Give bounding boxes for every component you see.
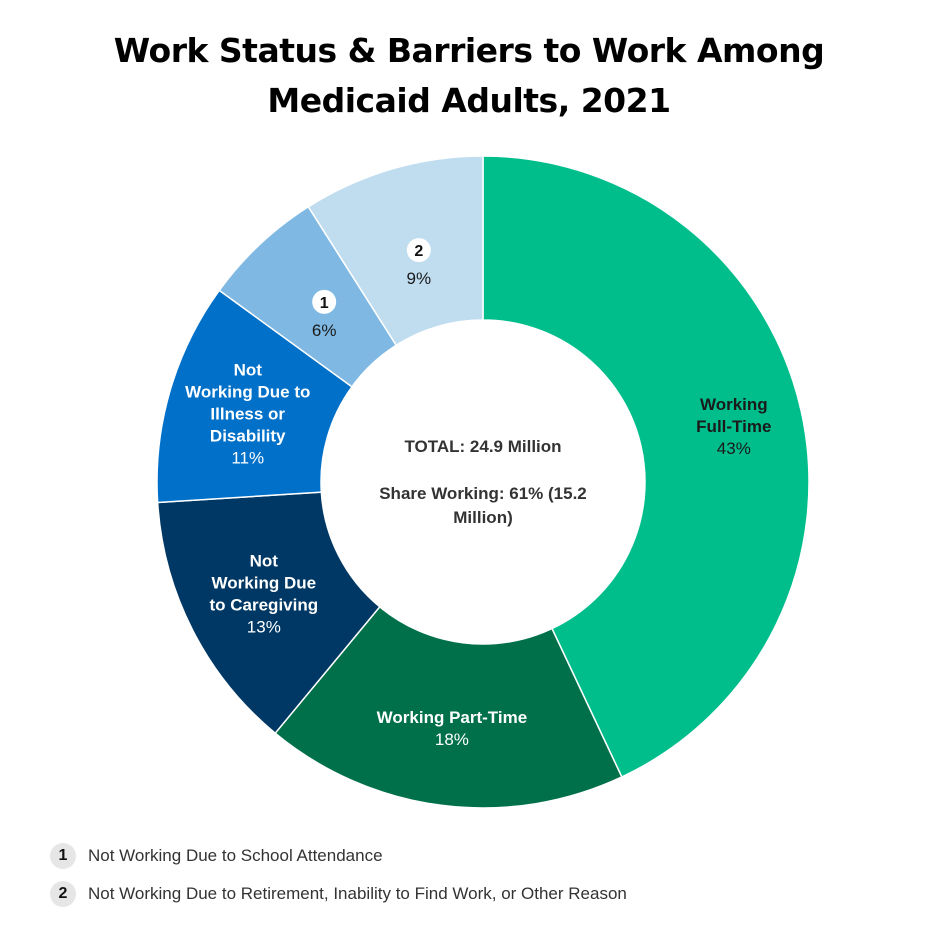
footnote-2: 2 Not Working Due to Retirement, Inabili… <box>50 880 910 908</box>
slice-badge-circle-other <box>406 238 431 263</box>
center-share-label-line-1: Share Working: 61% (15.2 <box>379 484 587 503</box>
chart-title: Work Status & Barriers to Work Among Med… <box>0 26 938 126</box>
slice-value-caregiving: 13% <box>247 618 281 637</box>
donut-slice-part-time <box>274 605 623 809</box>
donut-slices <box>156 155 810 809</box>
center-share-label-line-2: Million) <box>453 508 512 527</box>
slice-label-line-caregiving-2: to Caregiving <box>209 596 318 615</box>
slice-value-school: 6% <box>312 321 337 340</box>
slice-label-part-time: Working Part-Time 18% <box>377 708 528 749</box>
slice-value-illness: 11% <box>231 449 264 468</box>
slice-label-line-part-time-0: Working Part-Time <box>377 708 528 727</box>
chart-title-line-2: Medicaid Adults, 2021 <box>267 81 671 120</box>
slice-badge-school: 1 <box>320 295 329 312</box>
chart-title-line-1: Work Status & Barriers to Work Among <box>113 31 825 70</box>
footnotes: 1 Not Working Due to School Attendance 2… <box>50 842 910 918</box>
donut-slice-full-time <box>482 155 810 778</box>
slice-label-line-illness-0: Not <box>234 361 263 380</box>
slice-value-other: 9% <box>407 269 432 288</box>
slice-label-line-full-time-1: Full-Time <box>696 417 771 436</box>
slice-label-illness: Not Working Due to Illness or Disability 11% <box>185 361 310 468</box>
footnote-2-badge: 2 <box>50 881 76 907</box>
footnote-2-text: Not Working Due to Retirement, Inability… <box>88 884 627 903</box>
footnote-1: 1 Not Working Due to School Attendance <box>50 842 910 870</box>
donut-labels: Working Full-Time 43% Working Part-Time 18% N… <box>185 238 771 749</box>
slice-label-school: 1 6% <box>312 289 337 340</box>
donut-slice-other <box>307 155 484 347</box>
slice-label-line-caregiving-1: Working Due <box>212 574 317 593</box>
slice-label-line-caregiving-0: Not <box>250 552 279 571</box>
footnote-1-badge: 1 <box>50 843 76 869</box>
slice-label-line-illness-2: Illness or <box>210 405 285 424</box>
donut-center: TOTAL: 24.9 Million Share Working: 61% (… <box>379 437 587 527</box>
slice-label-caregiving: Not Working Due to Caregiving 13% <box>209 552 318 637</box>
slice-badge-other: 2 <box>414 243 423 260</box>
slice-label-other: 2 9% <box>406 238 432 288</box>
donut-slice-caregiving <box>156 491 381 735</box>
slice-label-line-full-time-0: Working <box>700 395 768 414</box>
slice-badge-circle-school <box>312 289 337 314</box>
center-total-label: TOTAL: 24.9 Million <box>404 437 561 456</box>
slice-label-full-time: Working Full-Time 43% <box>696 395 771 458</box>
slice-value-part-time: 18% <box>435 730 469 749</box>
footnote-1-text: Not Working Due to School Attendance <box>88 846 383 865</box>
slice-label-line-illness-1: Working Due to <box>185 383 310 402</box>
slice-value-full-time: 43% <box>717 439 751 458</box>
slice-label-line-illness-3: Disability <box>210 427 286 446</box>
